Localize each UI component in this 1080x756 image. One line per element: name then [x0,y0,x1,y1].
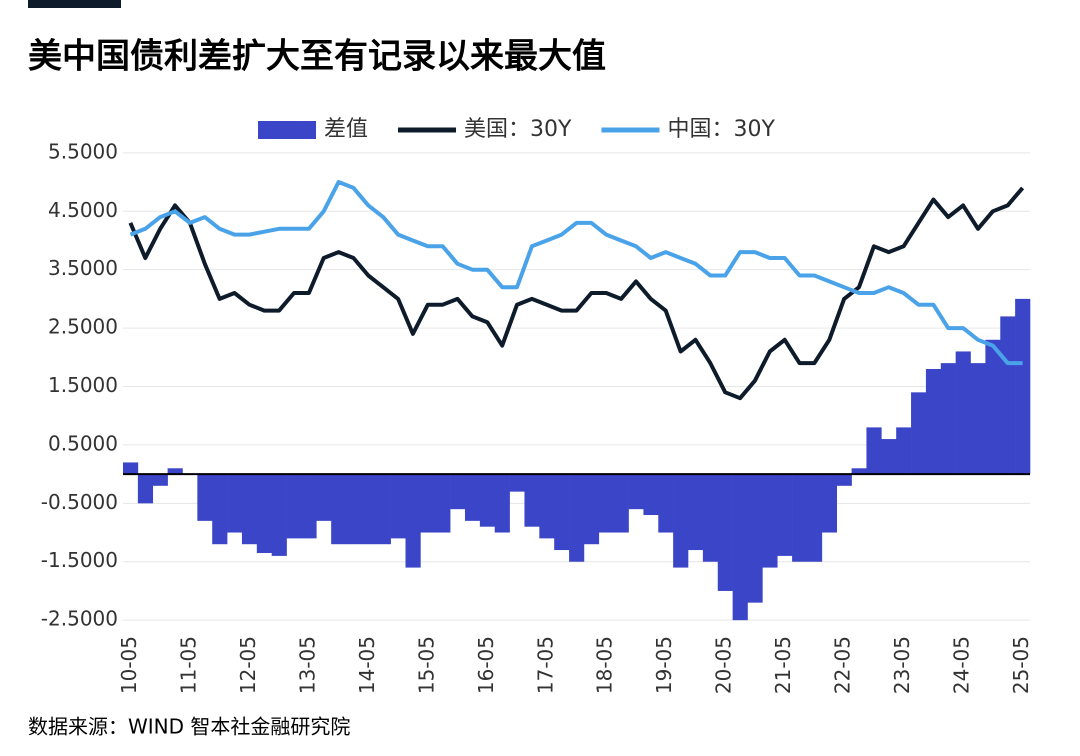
bar [598,474,614,533]
bar [688,474,704,551]
bar [435,474,451,533]
bar [821,474,838,533]
x-tick-label: 23-05 [890,636,914,694]
bar [539,474,555,539]
x-tick-label: 12-05 [236,636,260,694]
bar [643,474,659,516]
bar [390,474,406,539]
bar [524,474,540,527]
bar [375,474,391,545]
bar [1000,316,1016,475]
x-tick-label: 15-05 [414,636,438,694]
x-tick-label: 25-05 [1009,636,1033,694]
bar [911,392,927,475]
bar [197,474,213,521]
x-tick-label: 17-05 [533,636,557,694]
x-tick-label: 13-05 [295,636,319,694]
bar [405,474,421,568]
legend-label: 中国：30Y [667,117,775,142]
x-tick-label: 18-05 [593,636,617,694]
line [128,186,1025,401]
bar [985,339,1001,475]
bar [479,474,496,527]
bar [940,363,956,475]
bar [628,474,644,510]
bar [732,474,748,621]
bar [836,474,852,486]
bar [792,474,808,562]
bar [896,427,912,475]
bar [241,474,258,545]
y-tick-label: 0.5000 [48,431,118,455]
bar [464,474,481,521]
legend-label: 差值 [324,117,368,142]
bar [420,474,436,533]
bar [866,427,882,475]
bar [702,474,719,562]
bar [658,474,674,533]
bar [316,474,332,521]
bar [256,474,272,553]
y-tick-label: 5.5000 [48,139,118,163]
source-note: 数据来源：WIND 智本社金融研究院 [28,715,350,739]
bar [583,474,600,545]
x-tick-label: 11-05 [176,636,200,694]
bar [227,474,243,533]
bar [673,474,689,568]
bar [137,474,154,504]
bar [450,474,466,510]
title-accent [28,0,121,8]
bar [806,474,823,562]
bar [152,474,168,486]
bar [970,363,986,475]
y-tick-label: 2.5000 [48,315,118,339]
x-tick-label: 19-05 [652,636,676,694]
bar [1015,298,1031,475]
bar [286,474,302,539]
y-tick-label: -1.5000 [41,548,118,572]
legend-swatch [258,121,316,139]
bar [331,474,347,545]
bar [881,439,897,475]
y-tick-label: 3.5000 [48,256,118,280]
y-tick-label: -2.5000 [41,607,118,631]
bar [613,474,629,533]
x-tick-label: 16-05 [474,636,498,694]
bar [167,468,183,475]
bar [569,474,585,562]
x-tick-label: 24-05 [950,636,974,694]
legend-label: 美国：30Y [464,117,572,142]
bar [955,351,971,475]
bar [494,474,510,533]
y-tick-label: -0.5000 [41,490,118,514]
y-tick-label: 4.5000 [48,198,118,222]
bar [346,474,362,545]
chart-title: 美中国债利差扩大至有记录以来最大值 [28,37,606,77]
bar [301,474,317,539]
x-tick-label: 10-05 [117,636,141,694]
y-tick-label: 1.5000 [48,373,118,397]
line [129,180,1023,366]
bar [271,474,287,556]
bar [762,474,778,568]
bar [925,368,942,475]
bar [554,474,570,551]
x-tick-label: 21-05 [771,636,795,694]
bar [717,474,733,591]
x-tick-label: 14-05 [355,636,379,694]
bar [851,468,867,475]
bar [360,474,377,545]
bar [212,474,228,545]
bar [747,474,763,603]
bar [777,474,793,556]
x-tick-label: 22-05 [831,636,855,694]
bar [509,474,525,492]
x-tick-label: 20-05 [712,636,736,694]
bar [123,462,139,475]
